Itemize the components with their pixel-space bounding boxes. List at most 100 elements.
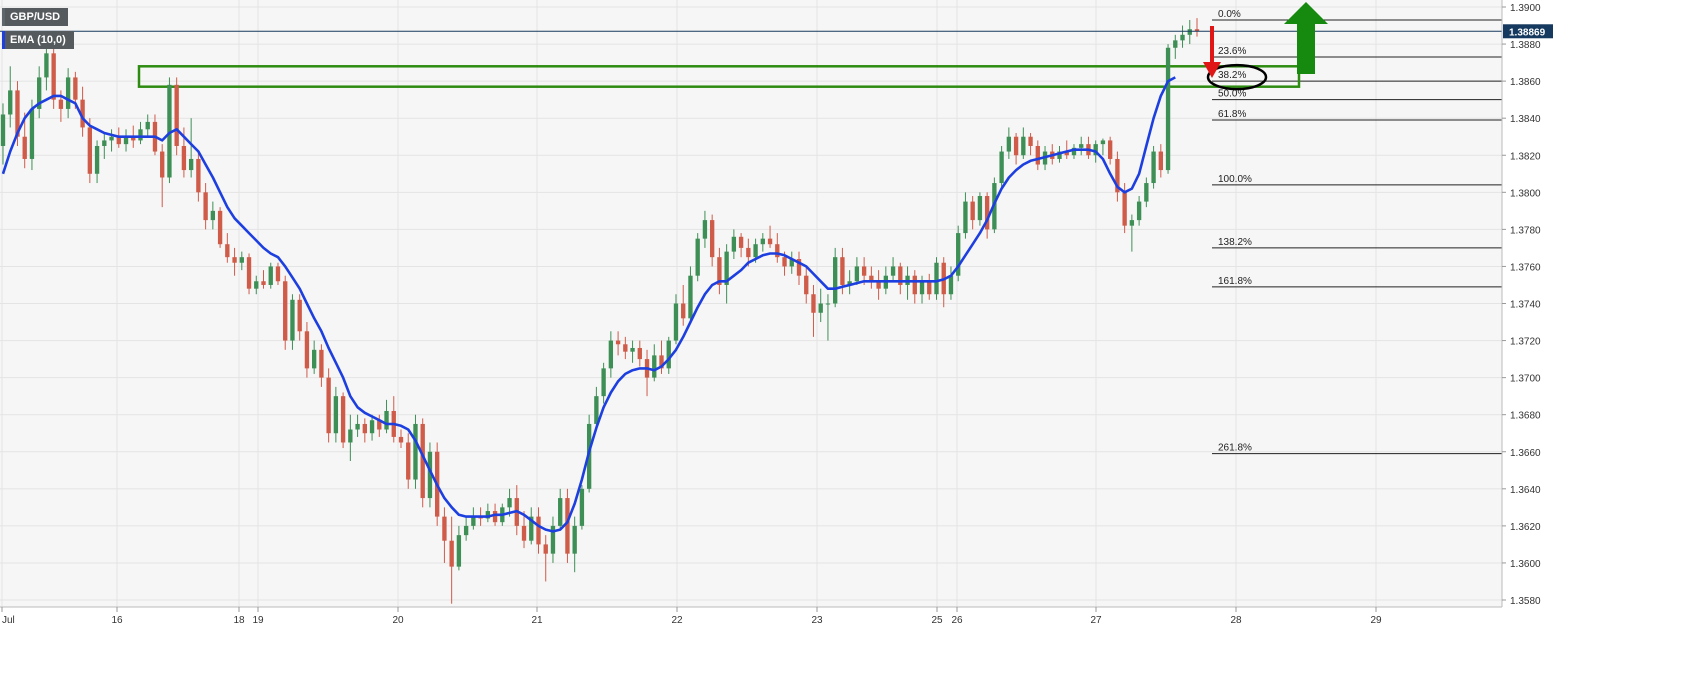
candle-body	[485, 511, 491, 519]
candle-body	[956, 233, 961, 276]
x-tick-label: 20	[392, 615, 404, 626]
candle-body	[65, 77, 71, 109]
last-price-label: 1.38869	[1509, 27, 1546, 38]
candle-body	[724, 251, 729, 285]
candle-body	[550, 525, 556, 554]
candle-body	[695, 238, 700, 276]
candle-body	[970, 201, 975, 221]
candle-body	[579, 488, 585, 526]
candle-body	[637, 347, 642, 360]
candle-body	[919, 281, 925, 295]
candle-body	[1194, 29, 1200, 32]
candle-body	[1028, 136, 1033, 146]
candle-body	[188, 158, 194, 171]
candle-body	[507, 498, 512, 508]
candle-body	[963, 201, 968, 234]
y-tick-label: 1.3700	[1510, 374, 1541, 385]
candle-body	[406, 442, 411, 480]
candle-body	[311, 349, 317, 369]
candle-body	[58, 99, 64, 109]
candle-body	[145, 121, 150, 130]
candle-body	[167, 84, 172, 178]
candle-body	[51, 53, 56, 100]
candle-body	[1006, 136, 1012, 152]
candle-body	[948, 275, 954, 295]
candle-body	[825, 303, 831, 305]
y-tick-label: 1.3860	[1510, 77, 1541, 88]
y-tick-label: 1.3740	[1510, 300, 1541, 311]
candle-body	[615, 340, 621, 345]
candle-body	[160, 151, 165, 178]
candle-body	[239, 257, 244, 263]
candle-body	[861, 266, 867, 276]
candle-body	[319, 349, 324, 378]
resistance-zone	[137, 65, 1301, 88]
candle-body	[688, 275, 693, 319]
candle-body	[384, 410, 389, 430]
candle-body	[623, 344, 628, 352]
candle-body	[246, 257, 252, 289]
candle-body	[181, 145, 187, 171]
x-tick-label: 25	[931, 615, 943, 626]
candle-body	[29, 108, 35, 159]
candle-body	[232, 257, 237, 263]
candle-body	[123, 136, 129, 145]
candle-body	[254, 281, 259, 289]
fib-level-label: 50.0%	[1218, 89, 1246, 100]
candle-body	[854, 266, 860, 282]
fib-38-circle	[1206, 63, 1268, 91]
candle-body	[131, 136, 136, 141]
candle-body	[601, 368, 606, 397]
candle-body	[348, 429, 353, 443]
y-tick-label: 1.3780	[1510, 225, 1541, 236]
candle-body	[369, 420, 375, 434]
y-tick-label: 1.3900	[1510, 3, 1541, 14]
candle-body	[268, 266, 273, 285]
candle-body	[1173, 40, 1178, 48]
candle-body	[333, 396, 339, 434]
candle-body	[217, 210, 223, 245]
fibonacci-levels: 0.0% 23.6% 38.2% 50.0% 61.8% 100.0% 138.2% 161.…	[1212, 9, 1502, 455]
candle-body	[572, 525, 577, 554]
candle-body	[804, 275, 809, 295]
candle-body	[869, 275, 874, 282]
candle-body	[203, 192, 208, 221]
candle-body	[0, 114, 6, 146]
candle-body	[630, 347, 635, 352]
candle-body	[225, 244, 230, 258]
candle-body	[811, 294, 816, 313]
fib-level-label: 161.8%	[1218, 276, 1252, 287]
fib-level-label: 38.2%	[1218, 70, 1246, 81]
candle-body	[174, 84, 179, 146]
candle-body	[594, 396, 599, 424]
candle-body	[37, 77, 42, 109]
x-tick-label: 26	[951, 615, 963, 626]
x-axis: Jul 16 18 19 20 21 22 23 25 26 27 28 29	[1, 607, 1382, 626]
candle-body	[73, 77, 78, 100]
price-tag-background	[1503, 24, 1553, 39]
candle-body	[456, 535, 462, 567]
candle-body	[1187, 29, 1192, 35]
ema-line	[1, 76, 1176, 533]
y-axis: 1.3900 1.3880 1.3860 1.3840 1.3820 1.3800 1.37…	[1502, 3, 1541, 607]
candle-body	[912, 275, 917, 295]
symbol-label: GBP/USD	[10, 11, 61, 23]
candle-body	[984, 196, 990, 230]
x-tick-label: Jul	[2, 615, 15, 626]
candle-body	[659, 355, 664, 369]
candle-body	[442, 516, 447, 541]
candle-body	[8, 90, 13, 115]
candle-body	[898, 266, 903, 285]
candle-body	[521, 525, 527, 541]
candle-body	[760, 238, 765, 245]
candle-body	[1021, 136, 1026, 156]
candle-body	[565, 498, 570, 554]
fib-level-label: 23.6%	[1218, 46, 1246, 57]
candle-body	[934, 262, 939, 295]
y-tick-label: 1.3600	[1510, 559, 1541, 570]
candle-body	[702, 220, 708, 239]
fib-level-label: 100.0%	[1218, 174, 1252, 185]
candle-body	[283, 281, 288, 341]
x-tick-label: 16	[111, 615, 123, 626]
